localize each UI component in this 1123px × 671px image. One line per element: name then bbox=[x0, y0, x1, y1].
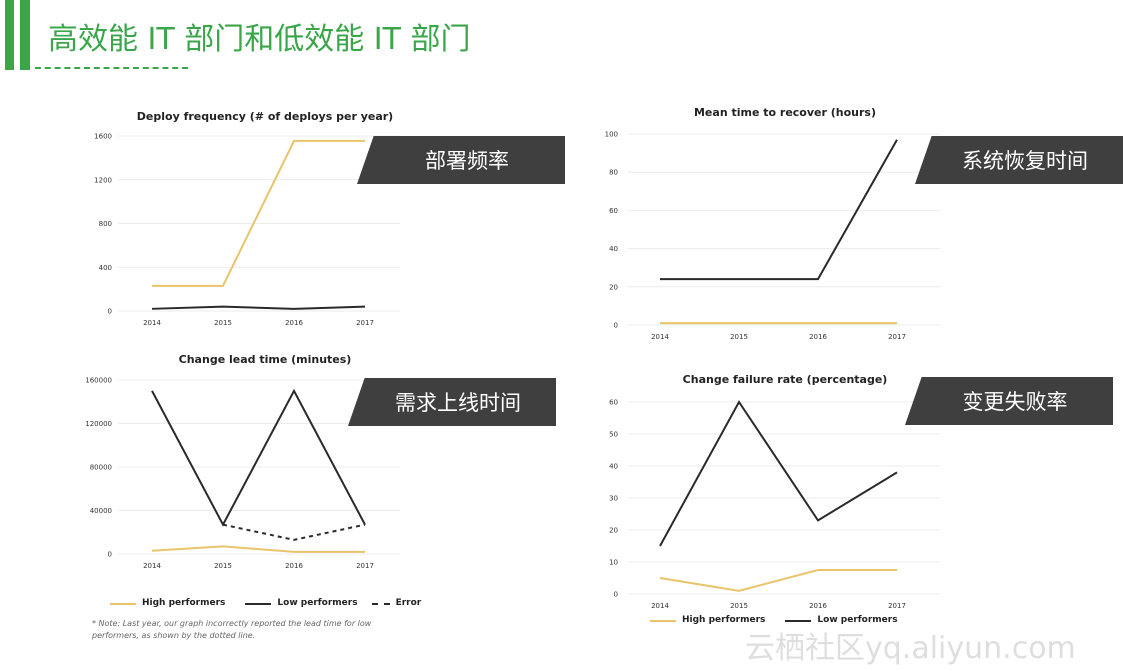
legend-low: Low performers bbox=[277, 598, 358, 608]
y-tick-label: 40 bbox=[609, 463, 618, 471]
series-line-high-performers bbox=[659, 569, 897, 592]
legend-low: Low performers bbox=[817, 615, 898, 625]
y-tick-label: 0 bbox=[108, 308, 112, 316]
y-tick-label: 80000 bbox=[90, 464, 112, 472]
label-recovery-time: 系统恢复时间 bbox=[915, 136, 1123, 184]
x-tick-label: 2016 bbox=[285, 562, 303, 570]
footnote: * Note: Last year, our graph incorrectly… bbox=[92, 619, 372, 640]
y-tick-label: 100 bbox=[605, 131, 618, 139]
legend-error: Error bbox=[395, 598, 422, 608]
chart-title: Mean time to recover (hours) bbox=[694, 106, 876, 119]
accent-bar bbox=[20, 0, 30, 70]
y-tick-label: 0 bbox=[614, 322, 618, 330]
legend-lead-time: High performers Low performers Error bbox=[110, 598, 421, 609]
series-line-low-performers bbox=[151, 388, 366, 527]
legend-failure-rate: High performers Low performers bbox=[650, 615, 898, 626]
y-tick-label: 80 bbox=[609, 169, 618, 177]
series-line-low-performers bbox=[659, 400, 898, 547]
legend-high: High performers bbox=[682, 615, 766, 625]
legend-swatch-low bbox=[245, 602, 272, 605]
y-tick-label: 120000 bbox=[85, 420, 112, 428]
x-tick-label: 2015 bbox=[730, 602, 748, 610]
title-underline bbox=[35, 67, 188, 69]
legend-swatch-low bbox=[785, 619, 812, 622]
y-tick-label: 60 bbox=[609, 399, 618, 407]
x-tick-label: 2016 bbox=[285, 319, 303, 327]
x-tick-label: 2017 bbox=[888, 602, 906, 610]
y-tick-label: 40000 bbox=[90, 507, 112, 515]
y-tick-label: 0 bbox=[614, 591, 618, 599]
x-tick-label: 2014 bbox=[651, 602, 669, 610]
page-title: 高效能 IT 部门和低效能 IT 部门 bbox=[48, 22, 471, 57]
x-tick-label: 2015 bbox=[214, 562, 232, 570]
y-tick-label: 1600 bbox=[94, 133, 112, 141]
legend-high: High performers bbox=[142, 598, 226, 608]
x-tick-label: 2015 bbox=[730, 333, 748, 341]
y-tick-label: 1200 bbox=[94, 176, 112, 184]
y-tick-label: 60 bbox=[609, 207, 618, 215]
x-tick-label: 2016 bbox=[809, 602, 827, 610]
chart-title: Deploy frequency (# of deploys per year) bbox=[137, 110, 393, 123]
chart-title: Change failure rate (percentage) bbox=[683, 373, 888, 386]
x-tick-label: 2015 bbox=[214, 319, 232, 327]
x-tick-label: 2014 bbox=[651, 333, 669, 341]
y-tick-label: 20 bbox=[609, 527, 618, 535]
x-tick-label: 2014 bbox=[143, 562, 161, 570]
y-tick-label: 0 bbox=[108, 551, 112, 559]
y-tick-label: 10 bbox=[609, 559, 618, 567]
series-line-low-performers bbox=[660, 139, 898, 281]
legend-swatch-high bbox=[650, 619, 676, 622]
y-tick-label: 20 bbox=[609, 283, 618, 291]
series-line-low-performers bbox=[151, 305, 366, 310]
watermark: 云栖社区yq.aliyun.com bbox=[745, 631, 1076, 666]
x-tick-label: 2017 bbox=[356, 562, 374, 570]
series-line-error bbox=[222, 523, 366, 541]
y-tick-label: 50 bbox=[609, 431, 618, 439]
label-lead-time: 需求上线时间 bbox=[348, 378, 556, 426]
x-tick-label: 2016 bbox=[809, 333, 827, 341]
label-failure-rate: 变更失败率 bbox=[905, 377, 1113, 425]
accent-bar bbox=[5, 0, 14, 70]
series-line-high-performers bbox=[151, 545, 365, 553]
y-tick-label: 30 bbox=[609, 495, 618, 503]
label-deploy-frequency: 部署频率 bbox=[357, 136, 565, 184]
legend-swatch-high bbox=[110, 602, 136, 605]
x-tick-label: 2017 bbox=[356, 319, 374, 327]
chart-title: Change lead time (minutes) bbox=[179, 353, 352, 366]
x-tick-label: 2014 bbox=[143, 319, 161, 327]
legend-swatch-error bbox=[371, 602, 390, 605]
y-tick-label: 800 bbox=[99, 220, 112, 228]
y-tick-label: 160000 bbox=[85, 377, 112, 385]
series-line-high-performers bbox=[152, 139, 365, 287]
y-tick-label: 40 bbox=[609, 245, 618, 253]
x-tick-label: 2017 bbox=[888, 333, 906, 341]
y-tick-label: 400 bbox=[99, 264, 112, 272]
